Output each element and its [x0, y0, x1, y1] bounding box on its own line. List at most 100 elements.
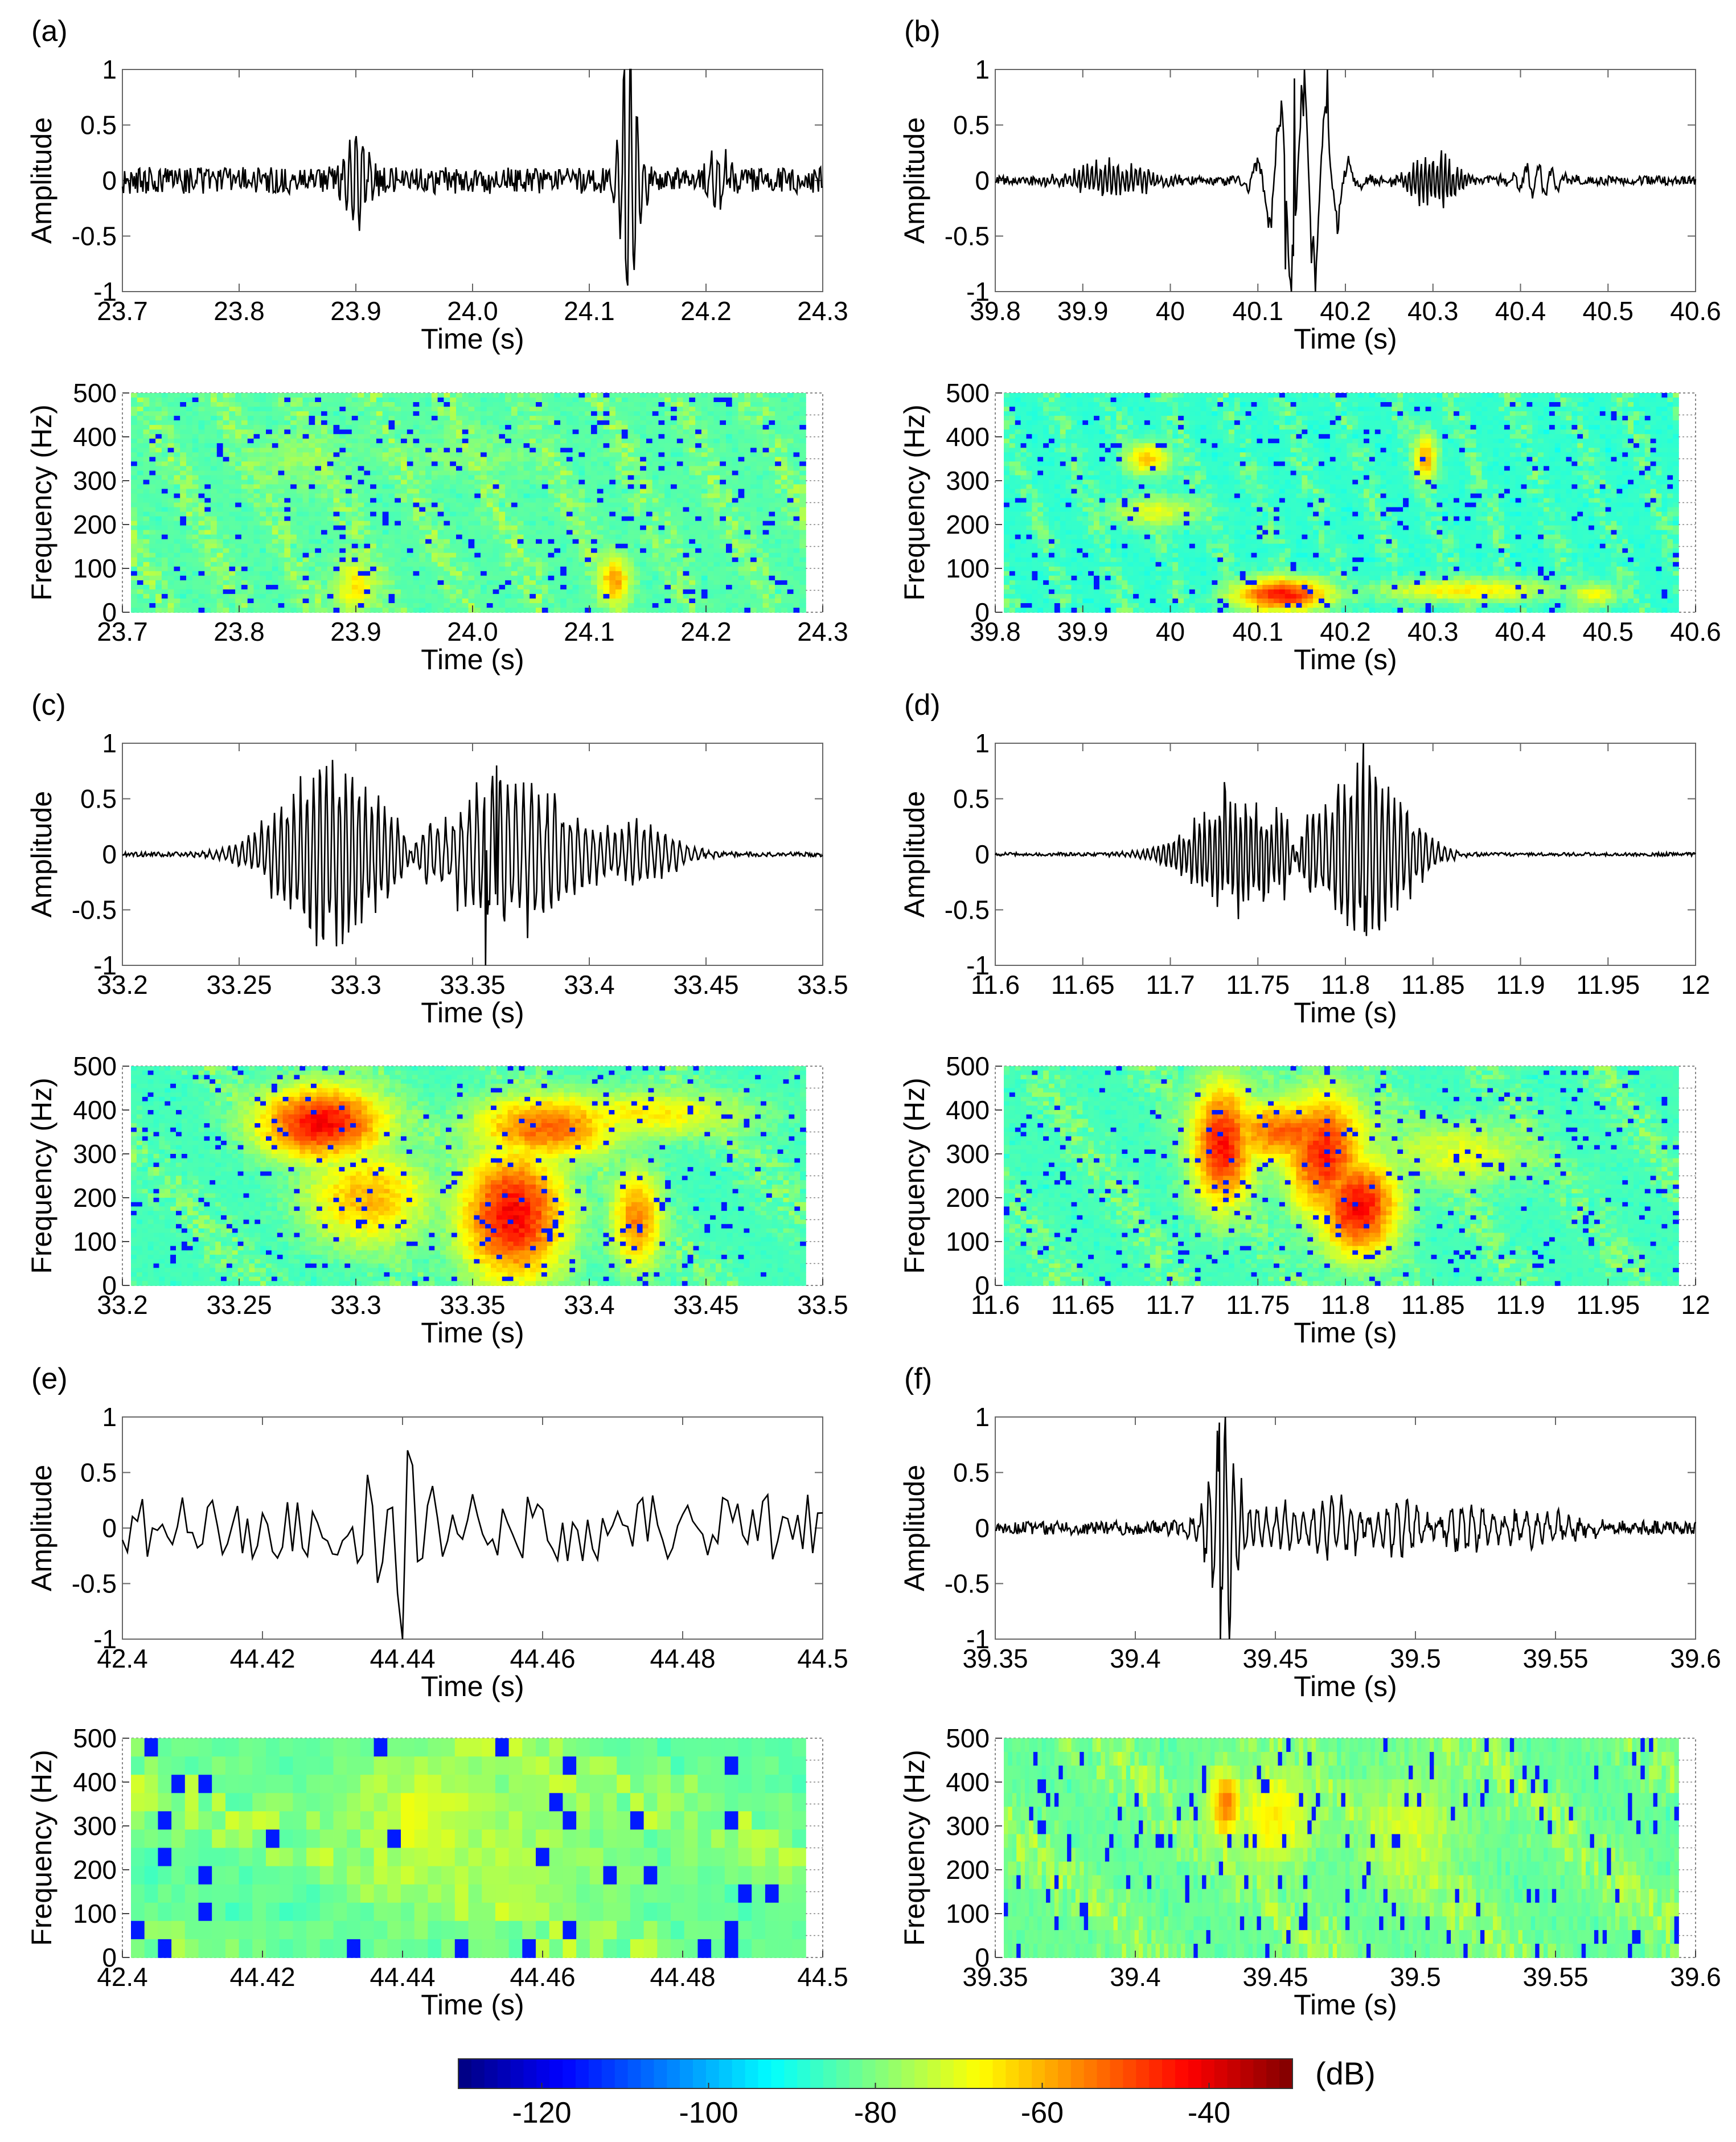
- spectrogram-cell: [199, 402, 206, 407]
- spectrogram-cell: [229, 425, 236, 430]
- spectrogram-cell: [438, 429, 445, 435]
- spectrogram-cell: [597, 507, 604, 513]
- spectrogram-cell: [223, 494, 230, 499]
- spectrogram-cell: [235, 494, 242, 499]
- spectrogram-cell: [536, 526, 543, 531]
- spectrogram-cell: [567, 407, 573, 412]
- spectrogram-cell: [413, 420, 420, 425]
- spectrogram-cell: [278, 553, 285, 558]
- spectrogram-cell: [284, 457, 291, 462]
- spectrogram-cell: [444, 407, 450, 412]
- spectrogram-cell: [352, 512, 359, 517]
- spectrogram-cell: [290, 589, 297, 595]
- spectrogram-cell: [469, 470, 475, 476]
- spectrogram-cell: [560, 411, 567, 416]
- spectrogram-cell: [272, 548, 279, 554]
- spectrogram-cell: [413, 439, 420, 444]
- spectrogram-cell: [217, 608, 224, 613]
- spectrogram-cell: [241, 393, 248, 398]
- spectrogram-cell: [235, 603, 242, 608]
- spectrogram-cell: [407, 503, 414, 508]
- spectrogram-cell: [597, 393, 604, 398]
- spectrogram-cell: [481, 553, 487, 558]
- spectrogram-cell: [297, 539, 303, 544]
- spectrogram-cell: [604, 393, 610, 398]
- spectrogram-cell: [425, 484, 432, 489]
- spectrogram-cell: [266, 594, 273, 599]
- spectrogram-cell: [524, 576, 531, 581]
- spectrogram-cell: [578, 585, 585, 590]
- spectrogram-cell: [487, 585, 494, 590]
- spectrogram-cell: [376, 553, 383, 558]
- spectrogram-cell: [180, 530, 187, 535]
- spectrogram-cell: [450, 571, 457, 576]
- spectrogram-cell: [432, 539, 438, 544]
- spectrogram-cell: [370, 599, 377, 604]
- spectrogram-cell: [143, 599, 150, 604]
- spectrogram-cell: [260, 526, 266, 531]
- spectrogram-cell: [462, 580, 469, 585]
- spectrogram-cell: [358, 452, 365, 457]
- spectrogram-cell: [186, 517, 193, 522]
- spectrogram-cell: [505, 558, 512, 563]
- spectrogram-cell: [450, 452, 457, 457]
- spectrogram-cell: [554, 603, 561, 608]
- spectrogram-cell: [284, 535, 291, 540]
- spectrogram-cell: [364, 434, 371, 439]
- spectrogram-cell: [303, 530, 310, 535]
- spectrogram-cell: [567, 429, 573, 435]
- spectrogram-cell: [192, 443, 199, 448]
- spectrogram-cell: [548, 571, 555, 576]
- spectrogram-cell: [266, 484, 273, 489]
- spectrogram-cell: [511, 503, 518, 508]
- spectrogram-cell: [578, 599, 585, 604]
- spectrogram-cell: [524, 512, 531, 517]
- spectrogram-cell: [413, 530, 420, 535]
- spectrogram-cell: [284, 562, 291, 567]
- spectrogram-cell: [585, 475, 592, 480]
- spectrogram-cell: [284, 521, 291, 526]
- spectrogram-cell: [536, 411, 543, 416]
- spectrogram-cell: [499, 448, 506, 453]
- spectrogram-cell: [180, 461, 187, 466]
- spectrogram-cell: [407, 484, 414, 489]
- spectrogram-cell: [284, 416, 291, 421]
- spectrogram-cell: [192, 603, 199, 608]
- spectrogram-cell: [395, 461, 401, 466]
- spectrogram-cell: [518, 484, 524, 489]
- spectrogram-cell: [505, 439, 512, 444]
- spectrogram-cell: [358, 603, 365, 608]
- spectrogram-cell: [573, 553, 580, 558]
- spectrogram-cell: [260, 576, 266, 581]
- spectrogram-cell: [137, 576, 144, 581]
- spectrogram-cell: [487, 452, 494, 457]
- spectrogram-cell: [456, 470, 463, 476]
- spectrogram-cell: [131, 544, 138, 549]
- spectrogram-cell: [456, 494, 463, 499]
- spectrogram-cell: [407, 571, 414, 576]
- spectrogram-cell: [272, 503, 279, 508]
- spectrogram-cell: [395, 548, 401, 554]
- spectrogram-cell: [604, 457, 610, 462]
- spectrogram-cell: [223, 580, 230, 585]
- spectrogram-cell: [407, 475, 414, 480]
- spectrogram-cell: [401, 507, 408, 513]
- spectrogram-cell: [425, 580, 432, 585]
- spectrogram-cell: [438, 393, 445, 398]
- spectrogram-cell: [290, 558, 297, 563]
- spectrogram-cell: [131, 480, 138, 485]
- spectrogram-cell: [395, 558, 401, 563]
- spectrogram-cell: [456, 526, 463, 531]
- spectrogram-cell: [505, 480, 512, 485]
- spectrogram-cell: [352, 407, 359, 412]
- spectrogram-cell: [462, 544, 469, 549]
- spectrogram-cell: [401, 599, 408, 604]
- spectrogram-cell: [499, 539, 506, 544]
- spectrogram-cell: [395, 571, 401, 576]
- spectrogram-cell: [260, 558, 266, 563]
- spectrogram-cell: [578, 425, 585, 430]
- spectrogram-cell: [376, 548, 383, 554]
- spectrogram-cell: [499, 562, 506, 567]
- spectrogram-cell: [493, 411, 500, 416]
- spectrogram-cell: [334, 402, 340, 407]
